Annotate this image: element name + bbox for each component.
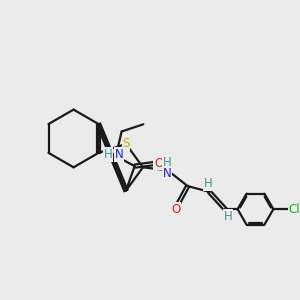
Text: H: H <box>163 156 172 169</box>
Text: N: N <box>163 167 172 180</box>
Text: O: O <box>172 203 181 216</box>
Text: S: S <box>122 137 130 151</box>
Text: O: O <box>154 157 163 170</box>
Text: Cl: Cl <box>289 203 300 216</box>
Text: H: H <box>103 148 112 161</box>
Text: H: H <box>224 210 233 223</box>
Text: N: N <box>115 148 124 161</box>
Text: H: H <box>203 177 212 190</box>
